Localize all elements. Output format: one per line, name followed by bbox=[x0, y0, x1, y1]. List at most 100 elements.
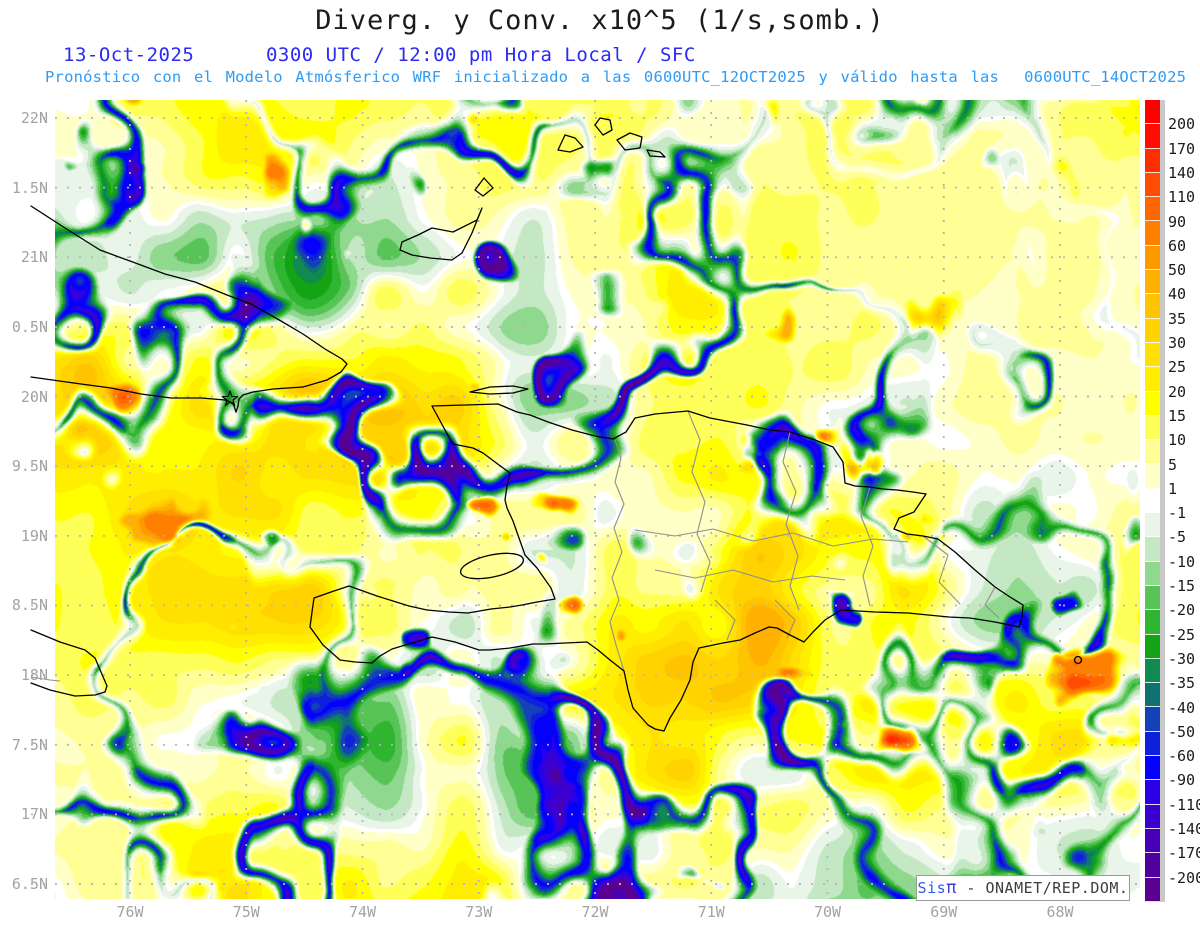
colorbar-swatch bbox=[1145, 561, 1160, 586]
caicos-island-d bbox=[646, 149, 666, 158]
sispi-brand: Sis bbox=[917, 879, 947, 897]
caicos-island-a bbox=[557, 134, 584, 153]
colorbar-swatch bbox=[1145, 683, 1160, 708]
lat-tick-label: 1.5N bbox=[11, 178, 48, 197]
lat-tick-label: 8.5N bbox=[11, 596, 48, 615]
colorbar-tick-label: -20 bbox=[1168, 601, 1196, 620]
lon-tick-label: 71W bbox=[697, 903, 725, 921]
lon-tick-label: 72W bbox=[581, 903, 609, 921]
colorbar-swatch bbox=[1145, 391, 1160, 416]
colorbar-tick-label: -170 bbox=[1168, 844, 1200, 863]
lon-tick-label: 73W bbox=[465, 903, 493, 921]
colorbar-swatch bbox=[1145, 804, 1160, 829]
colorbar-swatch bbox=[1145, 318, 1160, 343]
colorbar-swatch bbox=[1145, 464, 1160, 489]
colorbar-tick-label: 50 bbox=[1168, 261, 1187, 280]
colorbar bbox=[1145, 100, 1160, 902]
coastlines bbox=[30, 117, 1083, 732]
colorbar-tick-label: 110 bbox=[1168, 188, 1196, 207]
lon-tick-label: 70W bbox=[813, 903, 842, 921]
divergence-field-canvas bbox=[55, 100, 1140, 899]
colorbar-swatch bbox=[1145, 367, 1160, 392]
lat-tick-label: 0.5N bbox=[11, 317, 48, 336]
colorbar-swatch bbox=[1145, 877, 1160, 902]
colorbar-swatch bbox=[1145, 828, 1160, 854]
colorbar-swatch bbox=[1145, 148, 1160, 173]
lat-tick-label: 7.5N bbox=[11, 735, 48, 754]
colorbar-swatch bbox=[1145, 270, 1160, 295]
colorbar-tick-label: -40 bbox=[1168, 698, 1196, 717]
colorbar-side-shadow bbox=[1160, 100, 1165, 902]
colorbar-tick-label: 200 bbox=[1168, 115, 1196, 134]
attribution-text: - ONAMET/REP.DOM. bbox=[956, 879, 1129, 897]
colorbar-swatch bbox=[1145, 415, 1160, 441]
city-star-icon bbox=[221, 390, 239, 407]
lon-tick-label: 76W bbox=[116, 903, 144, 921]
colorbar-tick-label: -5 bbox=[1168, 528, 1187, 547]
colorbar-swatch bbox=[1145, 780, 1160, 805]
colorbar-swatch bbox=[1145, 197, 1160, 222]
colorbar-tick-label: 90 bbox=[1168, 212, 1187, 231]
colorbar-tick-label: 40 bbox=[1168, 285, 1187, 304]
colorbar-tick-label: -50 bbox=[1168, 722, 1196, 741]
sispi-pi-glyph: π bbox=[946, 878, 957, 898]
colorbar-tick-label: -30 bbox=[1168, 649, 1196, 668]
colorbar-tick-label: 5 bbox=[1168, 455, 1178, 474]
little-inagua-island bbox=[474, 177, 494, 197]
colorbar-tick-label: 35 bbox=[1168, 309, 1187, 328]
jamaica-coast bbox=[30, 629, 108, 697]
tortuga-island bbox=[469, 385, 529, 395]
colorbar-swatch bbox=[1145, 634, 1160, 659]
colorbar-tick-label: -90 bbox=[1168, 771, 1196, 790]
colorbar-swatch bbox=[1145, 245, 1160, 271]
lon-tick-label: 68W bbox=[1046, 903, 1074, 921]
colorbar-swatch bbox=[1145, 707, 1160, 732]
colorbar-swatch bbox=[1145, 731, 1160, 757]
colorbar-swatch bbox=[1145, 537, 1160, 562]
colorbar-tick-label: -140 bbox=[1168, 820, 1200, 839]
colorbar-swatch bbox=[1145, 513, 1160, 538]
great-inagua-island bbox=[399, 207, 483, 261]
colorbar-swatch bbox=[1145, 658, 1160, 684]
colorbar-tick-label: -15 bbox=[1168, 577, 1196, 596]
forecast-line: Pronóstico con el Modelo Atmósferico WRF… bbox=[45, 68, 1187, 86]
colorbar-tick-label: 30 bbox=[1168, 334, 1187, 353]
colorbar-tick-label: 15 bbox=[1168, 406, 1187, 425]
lon-tick-label: 75W bbox=[232, 903, 260, 921]
colorbar-swatch bbox=[1145, 172, 1160, 198]
page-title: Diverg. y Conv. x10^5 (1/s,somb.) bbox=[315, 5, 885, 36]
colorbar-swatch bbox=[1145, 610, 1160, 635]
colorbar-swatch bbox=[1145, 100, 1160, 125]
colorbar-tick-label: -1 bbox=[1168, 504, 1187, 523]
colorbar-swatch bbox=[1145, 294, 1160, 319]
map-plot-area bbox=[30, 100, 1140, 903]
colorbar-swatch bbox=[1145, 756, 1160, 781]
colorbar-tick-label: -25 bbox=[1168, 625, 1196, 644]
lon-tick-label: 74W bbox=[348, 903, 377, 921]
colorbar-tick-label: 25 bbox=[1168, 358, 1187, 377]
lat-tick-label: 22N bbox=[20, 109, 48, 127]
admin-borders bbox=[30, 410, 1000, 682]
caicos-island-c bbox=[616, 132, 643, 151]
lat-tick-label: 9.5N bbox=[11, 457, 48, 476]
lat-tick-label: 21N bbox=[20, 248, 48, 267]
lat-tick-label: 17N bbox=[20, 805, 48, 824]
datetime-line: 13-Oct-2025 0300 UTC / 12:00 pm Hora Loc… bbox=[63, 44, 696, 66]
lat-tick-label: 19N bbox=[20, 526, 48, 545]
colorbar-swatch bbox=[1145, 124, 1160, 149]
colorbar-tick-label: 20 bbox=[1168, 382, 1187, 401]
colorbar-tick-label: -60 bbox=[1168, 747, 1196, 766]
mona-island bbox=[1073, 655, 1083, 665]
colorbar-swatch bbox=[1145, 342, 1160, 368]
colorbar-swatch bbox=[1145, 488, 1160, 514]
colorbar-tick-label: -200 bbox=[1168, 868, 1200, 887]
grid-lines bbox=[31, 100, 1140, 903]
colorbar-swatch bbox=[1145, 440, 1160, 465]
colorbar-swatch bbox=[1145, 221, 1160, 246]
lon-tick-label: 69W bbox=[930, 903, 958, 921]
gonave-island bbox=[459, 552, 525, 580]
colorbar-tick-label: 140 bbox=[1168, 163, 1196, 182]
colorbar-tick-label: -110 bbox=[1168, 795, 1200, 814]
cuba-coast bbox=[30, 205, 348, 413]
